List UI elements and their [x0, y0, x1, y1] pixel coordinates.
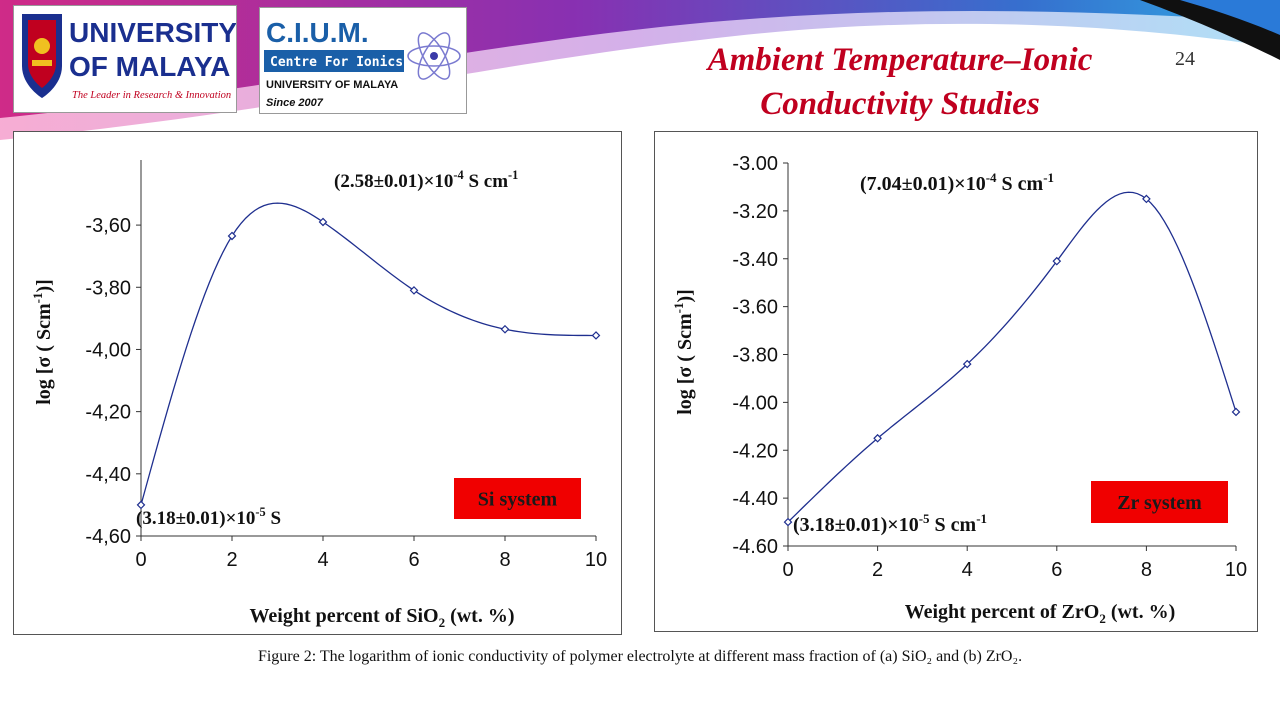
x-tick-label: 2 [226, 549, 237, 571]
data-point [227, 231, 237, 241]
data-point [962, 359, 972, 369]
system-badge-label: Si system [478, 489, 558, 511]
y-tick-label: -3.80 [732, 345, 778, 367]
y-tick-label: -4.40 [732, 488, 778, 510]
y-axis-label: log [σ ( Scm-1)] [30, 279, 55, 405]
y-tick-label: -3.60 [732, 297, 778, 319]
x-tick-label: 8 [1141, 559, 1152, 581]
x-axis-label: Weight percent of SiO2 (wt. %) [250, 605, 515, 630]
y-tick-label: -4.60 [732, 536, 778, 558]
annotation-label: (3.18±0.01)×10-5 S [136, 505, 281, 529]
slide-title-line1: Ambient Temperature–Ionic [707, 42, 1093, 78]
crest-icon [22, 14, 62, 98]
um-line2: OF MALAYA [69, 51, 230, 82]
data-point [409, 286, 419, 295]
x-tick-label: 6 [1051, 559, 1062, 581]
data-point [591, 331, 601, 340]
data-point [873, 433, 882, 443]
x-tick-label: 0 [135, 549, 146, 571]
um-line1: UNIVERSITY [69, 17, 236, 48]
x-tick-label: 8 [499, 549, 510, 571]
series-line [787, 191, 1237, 523]
si-chart-panel: -3,60 -3,80 -4,00 -4,20 -4,40 -4,60 0 2 4 6 8 10 Wei… [13, 131, 622, 635]
slide-number: 24 [1175, 48, 1195, 70]
series-line [140, 202, 597, 506]
data-point [1052, 256, 1062, 266]
x-tick-label: 10 [1225, 559, 1247, 581]
y-axis-label: log [σ ( Scm-1)] [671, 289, 696, 415]
system-badge [454, 478, 581, 519]
y-tick-label: -4,60 [85, 526, 131, 548]
y-tick-label: -3,80 [85, 277, 131, 299]
data-point [783, 517, 793, 527]
x-tick-label: 2 [872, 559, 883, 581]
zr-chart-panel: -3.00 -3.20 -3.40 -3.60 -3.80 -4.00 -4.20 -4.40… [654, 131, 1258, 632]
cium-since: Since 2007 [266, 97, 324, 109]
data-point [500, 324, 510, 334]
cium-university: UNIVERSITY OF MALAYA [266, 79, 398, 91]
y-tick-label: -3.20 [732, 201, 778, 223]
data-point [318, 217, 328, 227]
data-point [136, 500, 146, 510]
y-tick-label: -3,60 [85, 215, 131, 237]
data-point [1231, 407, 1241, 417]
y-tick-label: -4,20 [85, 402, 131, 424]
annotation-label: (2.58±0.01)×10-4 S cm-1 [334, 168, 518, 192]
annotation-label: (3.18±0.01)×10-5 S cm-1 [793, 511, 987, 536]
cium-banner: Centre For Ionics [270, 55, 403, 70]
y-tick-label: -4.00 [732, 392, 778, 414]
atom-icon [407, 32, 461, 80]
um-tagline: The Leader in Research & Innovation [72, 90, 231, 101]
x-tick-label: 4 [317, 549, 328, 571]
annotation-label: (7.04±0.01)×10-4 S cm-1 [860, 170, 1054, 195]
x-axis-label: Weight percent of ZrO2 (wt. %) [905, 601, 1176, 626]
figure-caption: Figure 2: The logarithm of ionic conduct… [257, 648, 1023, 665]
x-tick-label: 0 [782, 559, 793, 581]
x-tick-label: 4 [962, 559, 973, 581]
y-tick-label: -4,00 [85, 339, 131, 361]
y-tick-label: -3.40 [732, 249, 778, 271]
y-tick-label: -4.20 [732, 440, 778, 462]
slide-title-line2: Conductivity Studies [760, 86, 1040, 122]
university-of-malaya-logo: UNIVERSITY OF MALAYA The Leader in Resea… [13, 5, 237, 113]
cium-logo: C.I.U.M. Centre For Ionics UNIVERSITY OF… [259, 7, 467, 114]
y-tick-label: -4,40 [85, 464, 131, 486]
slide-title: Ambient Temperature–Ionic Conductivity S… [620, 38, 1180, 126]
zr-chart: -3.00 -3.20 -3.40 -3.60 -3.80 -4.00 -4.20 -4.40… [671, 153, 1247, 626]
x-tick-label: 10 [585, 549, 607, 571]
y-tick-label: -3.00 [732, 153, 778, 175]
x-tick-label: 6 [408, 549, 419, 571]
system-badge-label: Zr system [1117, 492, 1202, 514]
cium-name: C.I.U.M. [266, 17, 369, 48]
system-badge [1091, 481, 1228, 523]
si-chart: -3,60 -3,80 -4,00 -4,20 -4,40 -4,600 2 4 6 8 10 Wei… [30, 160, 607, 630]
data-point [1142, 194, 1151, 204]
